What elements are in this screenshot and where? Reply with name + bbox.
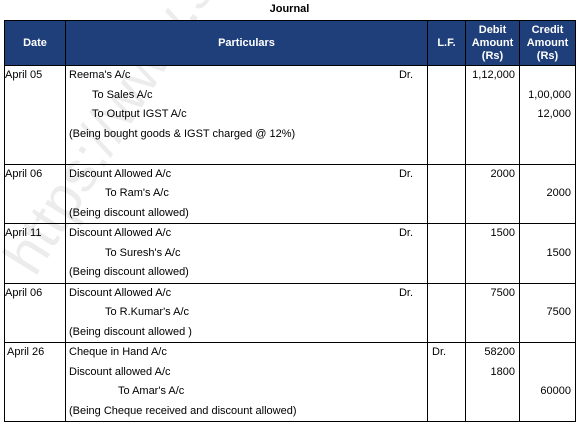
- entry-credit: 2000: [519, 163, 576, 224]
- debit-account: Cheque in Hand A/c: [69, 346, 167, 358]
- entry-lf: [427, 163, 466, 224]
- entry-date-cell: April 05: [4, 65, 66, 165]
- entry-particulars: Cheque in Hand A/c Discount allowed A/c …: [65, 342, 428, 422]
- credit-account: To R.Kumar's A/c: [105, 306, 190, 318]
- header-credit: Credit Amount (Rs): [519, 20, 576, 66]
- journal-entry: April 26 Cheque in Hand A/c Discount all…: [4, 342, 576, 422]
- header-row: Date Particulars L.F. Debit Amount (Rs) …: [4, 20, 576, 66]
- entry-debit: 58200 1800: [465, 342, 520, 422]
- credit-amount: 7500: [546, 306, 571, 318]
- credit-amount: 2000: [546, 187, 571, 199]
- debit-amount: 1800: [490, 365, 515, 378]
- page-title: Journal: [269, 3, 310, 15]
- entry-date-cell: April 06: [4, 282, 66, 343]
- debit-amount: 58200: [484, 346, 515, 358]
- debit-account: Discount Allowed A/c Dr.: [66, 224, 427, 244]
- entry-date-cell: April 06: [4, 163, 66, 224]
- entry-date: April 05: [5, 69, 43, 81]
- credit-amount: [520, 66, 575, 86]
- credit-amount: [520, 363, 575, 383]
- journal-entry: April 05 Reema's A/c Dr. To Sales A/c To …: [4, 65, 576, 165]
- debit-amount: 1,12,000: [472, 69, 515, 81]
- narration: (Being Cheque received and discount allo…: [69, 404, 297, 417]
- journal-table: Date Particulars L.F. Debit Amount (Rs) …: [4, 20, 576, 422]
- credit-account: To Suresh's A/c: [105, 246, 181, 259]
- debit-amount: 7500: [490, 286, 515, 299]
- entry-credit: 60000: [519, 342, 576, 422]
- entry-date: April 06: [5, 286, 43, 299]
- entry-lf: Dr.: [427, 342, 466, 422]
- dr-marker: Dr.: [398, 167, 413, 180]
- credit-amount: 1500: [546, 246, 571, 259]
- narration: (Being discount allowed): [69, 266, 189, 278]
- credit-account: To Ram's A/c: [105, 187, 169, 199]
- entry-particulars: Discount Allowed A/c Dr. To R.Kumar's A/c…: [65, 282, 428, 343]
- entry-date: April 26: [7, 346, 45, 358]
- credit-amount: [520, 343, 575, 363]
- debit-amount: 1500: [490, 227, 515, 239]
- credit-amount: 1,00,000: [528, 88, 571, 101]
- entry-date: April 11: [5, 227, 42, 239]
- entry-lf: [427, 282, 466, 343]
- entry-credit: 1,00,000 12,000: [519, 65, 576, 165]
- credit-amount: 60000: [540, 385, 571, 397]
- credit-amount: [520, 224, 575, 244]
- credit-account: To Amar's A/c: [118, 385, 185, 397]
- header-debit: Debit Amount (Rs): [465, 20, 520, 66]
- entry-credit: 7500: [519, 282, 576, 343]
- narration: (Being bought goods & IGST charged @ 12%…: [69, 127, 296, 140]
- credit-amount: [520, 284, 575, 304]
- dr-marker: Dr.: [398, 227, 413, 239]
- credit-account: To Sales A/c: [92, 88, 153, 101]
- entry-debit: 1500: [465, 223, 520, 284]
- entry-lf: [427, 223, 466, 284]
- entry-particulars: Discount Allowed A/c Dr. To Ram's A/c (Be…: [65, 163, 428, 224]
- debit-amount: 2000: [490, 167, 515, 180]
- dr-marker: Dr.: [398, 286, 413, 299]
- entry-debit: 2000: [465, 163, 520, 224]
- debit-account: Discount Allowed A/c Dr.: [66, 165, 427, 185]
- entry-particulars: Discount Allowed A/c Dr. To Suresh's A/c …: [65, 223, 428, 284]
- journal-entry: April 06 Discount Allowed A/c Dr. To R.Ku…: [4, 282, 576, 343]
- journal-entry: April 06 Discount Allowed A/c Dr. To Ram'…: [4, 163, 576, 224]
- blank-line: [66, 144, 427, 164]
- credit-amount: [520, 165, 575, 185]
- header-date: Date: [4, 20, 66, 66]
- narration: (Being discount allowed ): [69, 325, 192, 338]
- narration: (Being discount allowed): [69, 206, 189, 219]
- dr-marker: Dr.: [398, 69, 413, 81]
- dr-marker: Dr.: [432, 346, 447, 358]
- header-lf: L.F.: [427, 20, 466, 66]
- entry-date-cell: April 11: [4, 223, 66, 284]
- header-particulars: Particulars: [65, 20, 428, 66]
- journal-entry: April 11 Discount Allowed A/c Dr. To Sure…: [4, 223, 576, 284]
- entry-credit: 1500: [519, 223, 576, 284]
- credit-amount: 12,000: [537, 108, 571, 120]
- entry-particulars: Reema's A/c Dr. To Sales A/c To Output IG…: [65, 65, 428, 165]
- debit-account: Reema's A/c Dr.: [66, 66, 427, 86]
- entry-date: April 06: [5, 167, 43, 180]
- debit-account: Discount allowed A/c: [69, 365, 171, 378]
- entry-debit: 7500: [465, 282, 520, 343]
- debit-account: Discount Allowed A/c Dr.: [66, 284, 427, 304]
- entry-date-cell: April 26: [4, 342, 66, 422]
- entry-debit: 1,12,000: [465, 65, 520, 165]
- entry-lf: [427, 65, 466, 165]
- credit-account: To Output IGST A/c: [92, 108, 187, 120]
